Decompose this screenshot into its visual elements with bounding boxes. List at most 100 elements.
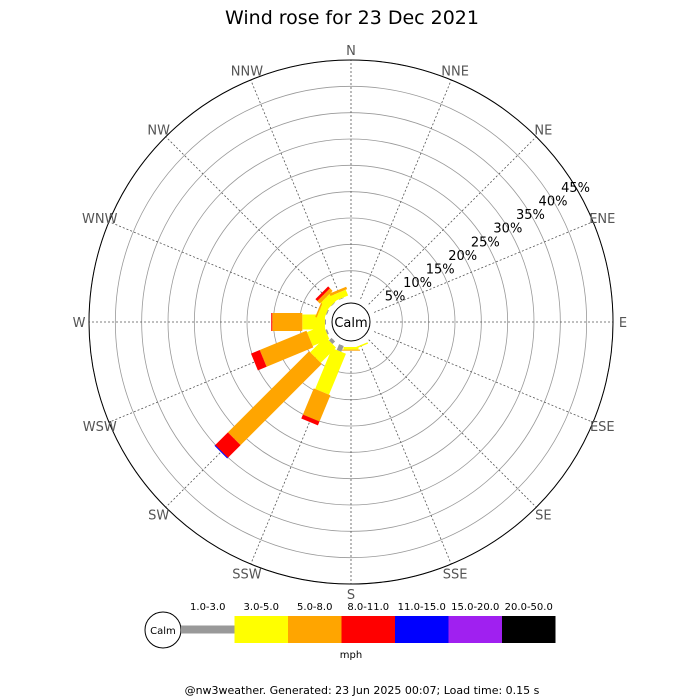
radial-tick-label: 10%: [403, 276, 432, 291]
direction-label-nne: NNE: [441, 65, 469, 80]
bar-segment-group: [315, 300, 324, 318]
legend-range-label: 5.0-8.0: [297, 602, 332, 613]
bar-segment-group: [329, 286, 348, 297]
speed-legend: Calm 1.0-3.0 3.0-5.0 5.0-8.0 8.0-11.0 11.0-15…: [144, 602, 556, 661]
bar-w-3.0-5.0: [302, 314, 325, 330]
grid-spoke-ne: [368, 136, 537, 305]
bar-segment-group: [317, 288, 333, 304]
direction-label-n: N: [346, 44, 356, 59]
bar-segment-group: [250, 350, 267, 371]
bar-nnw-1.0-3.0: [338, 297, 344, 300]
radial-tick-label: 30%: [493, 222, 522, 237]
bar-nnw-5.0-8.0: [329, 286, 348, 297]
grid-spoke-sse: [360, 344, 452, 565]
bar-ssw-8.0-11.0: [301, 414, 320, 426]
bar-segment-group: [315, 348, 346, 395]
bar-nw-1.0-3.0: [331, 302, 336, 307]
grid-spoke-se: [368, 339, 537, 508]
bar-wsw-5.0-8.0: [259, 330, 314, 367]
legend-units-label: mph: [340, 650, 362, 661]
bar-wnw-5.0-8.0: [315, 300, 324, 318]
chart-title: Wind rose for 23 Dec 2021: [225, 7, 479, 29]
grid-spoke-ssw: [250, 344, 342, 565]
legend-swatch-1.0-3.0: [181, 625, 235, 634]
direction-label-w: W: [73, 316, 86, 331]
legend-swatch-8.0-11.0: [341, 616, 395, 643]
direction-label-s: S: [347, 588, 355, 603]
legend-range-label: 3.0-5.0: [244, 602, 279, 613]
direction-label-wsw: WSW: [83, 420, 117, 435]
bar-segment-group: [259, 330, 314, 367]
bar-segment-group: [271, 313, 273, 331]
direction-label-ne: NE: [534, 124, 552, 139]
bar-nw-5.0-8.0: [317, 288, 333, 304]
bar-sw-8.0-11.0: [215, 432, 241, 458]
axis-labels: N NNE NE ENE E ESE SE SSE S SSW SW WSW W WNW NW NNW 5%10…: [73, 44, 628, 603]
legend-swatch-5.0-8.0: [288, 616, 342, 643]
bar-segment-group: [307, 325, 330, 346]
direction-label-nnw: NNW: [231, 65, 263, 80]
direction-label-sse: SSE: [443, 567, 468, 582]
polar-grid: [88, 59, 614, 585]
direction-label-e: E: [619, 316, 627, 331]
bar-segment-group: [214, 445, 228, 459]
bar-segment-group: [272, 313, 303, 331]
grid-spoke-sw: [165, 339, 334, 508]
grid-ring: [193, 164, 509, 480]
direction-label-ene: ENE: [589, 212, 615, 227]
bar-segment-group: [310, 336, 337, 363]
bar-segment-group: [215, 432, 241, 458]
bar-segment-group: [315, 286, 331, 302]
direction-label-sw: SW: [148, 508, 169, 523]
legend-range-label: 20.0-50.0: [505, 602, 553, 613]
radial-tick-label: 35%: [516, 208, 545, 223]
grid-spoke-nnw: [250, 79, 342, 300]
legend-swatch-15.0-20.0: [448, 616, 502, 643]
footer-text: @nw3weather. Generated: 23 Jun 2025 00:0…: [185, 684, 540, 697]
bar-nnw-3.0-5.0: [331, 289, 349, 302]
bar-segment-group: [328, 337, 336, 345]
bar-nw-8.0-11.0: [315, 286, 331, 302]
bar-ssw-1.0-3.0: [336, 344, 344, 352]
bar-ssw-5.0-8.0: [302, 388, 331, 422]
radial-tick-label: 5%: [385, 290, 406, 305]
bar-segment-group: [227, 351, 322, 446]
bar-segment-group: [331, 289, 349, 302]
bar-w-5.0-8.0: [272, 313, 303, 331]
bar-wsw-8.0-11.0: [250, 350, 267, 371]
bar-segment-group: [302, 314, 325, 330]
radial-tick-label: 25%: [471, 235, 500, 250]
legend-calm-label: Calm: [150, 626, 176, 637]
bar-segment-group: [331, 302, 336, 307]
bar-sse-3.0-5.0: [353, 342, 369, 350]
legend-swatch-3.0-5.0: [234, 616, 288, 643]
bar-segment-group: [302, 388, 331, 422]
legend-range-label: 1.0-3.0: [190, 602, 225, 613]
radial-tick-label: 45%: [561, 181, 590, 196]
wind-bars: [214, 286, 369, 459]
direction-label-se: SE: [535, 508, 551, 523]
bar-sw-3.0-5.0: [310, 336, 337, 363]
bar-segment-group: [324, 319, 326, 325]
legend-range-label: 15.0-20.0: [451, 602, 499, 613]
bar-segment-group: [301, 414, 320, 426]
bar-segment-group: [353, 342, 369, 350]
grid-spoke-wnw: [108, 221, 329, 313]
grid-spoke-nne: [360, 79, 452, 300]
bar-segment-group: [325, 329, 329, 335]
bar-wsw-1.0-3.0: [325, 329, 329, 335]
bar-s-5.0-8.0: [342, 349, 360, 351]
radial-tick-label: 20%: [448, 249, 477, 264]
legend-range-label: 11.0-15.0: [398, 602, 446, 613]
calm-circle: [331, 302, 371, 342]
bar-segment-group: [342, 349, 360, 351]
legend-range-label: 8.0-11.0: [347, 602, 389, 613]
bar-sw-1.0-3.0: [328, 337, 336, 345]
direction-label-wnw: WNW: [82, 212, 118, 227]
bar-segment-group: [325, 309, 329, 315]
calm-label: Calm: [334, 316, 367, 331]
outer-ring: [88, 59, 614, 585]
grid-ring: [114, 85, 588, 559]
calm-center: Calm: [331, 302, 371, 342]
